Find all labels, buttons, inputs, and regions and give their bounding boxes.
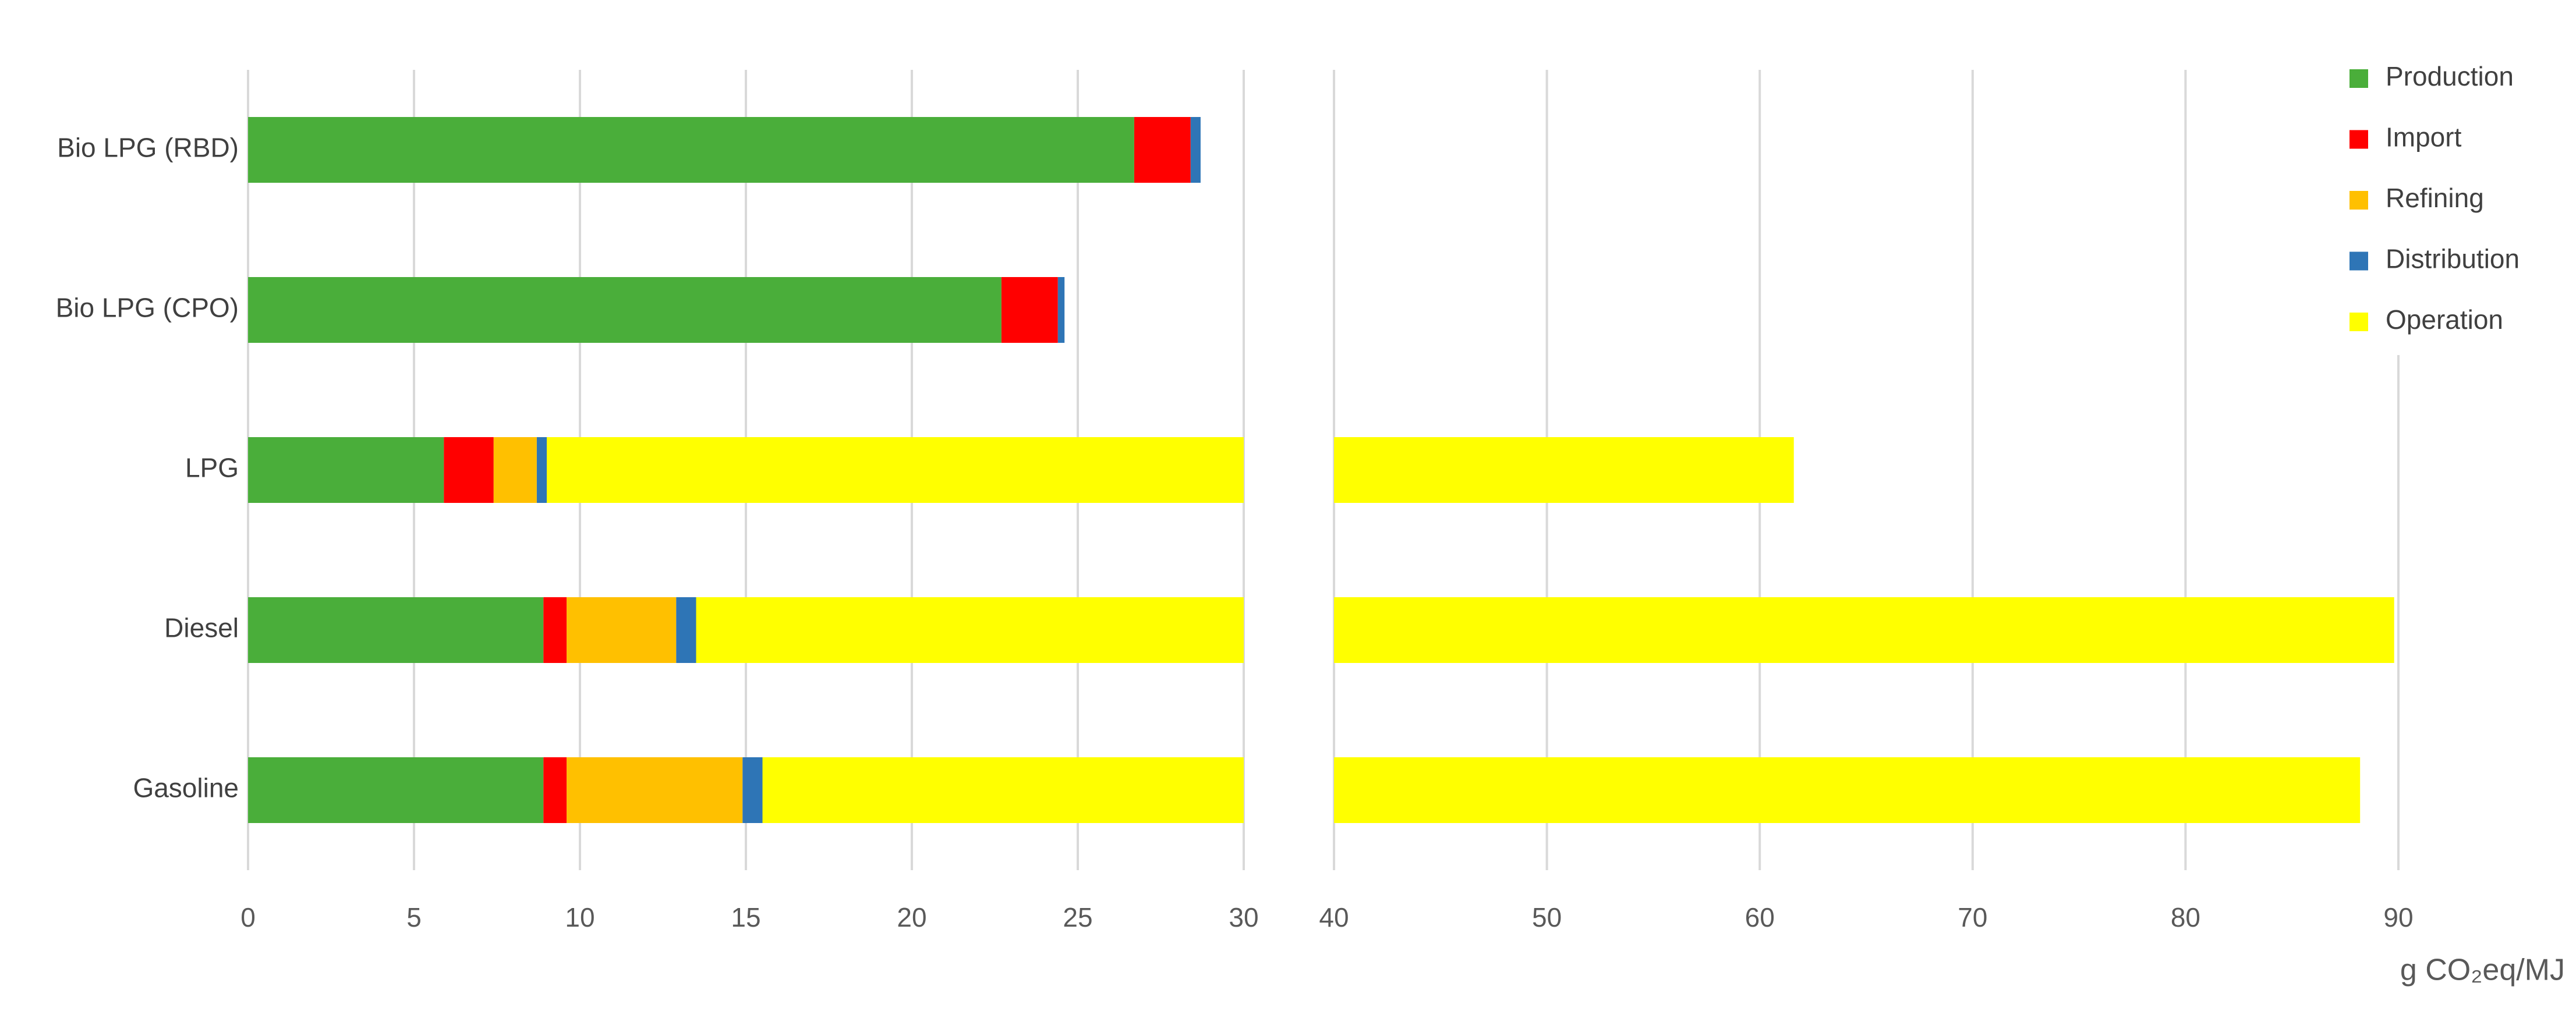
- bar-segment: [536, 437, 547, 503]
- bar-segment: [547, 437, 1794, 503]
- bar-segment: [762, 757, 2361, 823]
- legend-label: Refining: [2386, 183, 2484, 213]
- category-label: Diesel: [164, 613, 239, 643]
- legend-swatch: [2349, 191, 2368, 210]
- bar-segment: [248, 757, 544, 823]
- x-tick-label: 15: [731, 902, 760, 932]
- legend-swatch: [2349, 69, 2368, 88]
- bar-segment: [248, 277, 1002, 343]
- bars: Bio LPG (RBD) Bio LPG (CPO) LPG Diesel Gasol…: [56, 117, 2394, 823]
- category-label: Gasoline: [133, 773, 239, 803]
- x-tick-label: 90: [2383, 902, 2413, 932]
- bar-segment: [493, 437, 537, 503]
- bar-segment: [567, 597, 677, 663]
- bar-segment: [248, 437, 444, 503]
- legend-label: Import: [2386, 122, 2462, 153]
- x-tick-label: 0: [240, 902, 256, 932]
- legend-swatch: [2349, 251, 2368, 271]
- bar-segment: [676, 597, 696, 663]
- category-label: LPG: [185, 453, 239, 483]
- x-tick-label: 50: [1532, 902, 1562, 932]
- x-tick-label: 60: [1745, 902, 1775, 932]
- legend: Production Import Refining Distribution Oper…: [2341, 52, 2576, 355]
- x-tick-label: 25: [1063, 902, 1092, 932]
- bar-segment: [1134, 117, 1191, 183]
- bar-segment: [567, 757, 743, 823]
- bar-segment: [248, 597, 544, 663]
- bar-segment: [248, 117, 1134, 183]
- bar-segment: [444, 437, 494, 503]
- bar-segment: [543, 597, 567, 663]
- x-tick-label: 5: [406, 902, 422, 932]
- x-tick-label: 10: [565, 902, 595, 932]
- category-label: Bio LPG (CPO): [56, 293, 239, 323]
- category-label: Bio LPG (RBD): [57, 133, 239, 163]
- bar-segment: [1057, 277, 1065, 343]
- legend-label: Distribution: [2386, 244, 2520, 274]
- bar-segment: [742, 757, 763, 823]
- bar-segment: [1190, 117, 1201, 183]
- legend-swatch: [2349, 313, 2368, 331]
- bar-segment: [1001, 277, 1058, 343]
- x-tick-label: 80: [2171, 902, 2200, 932]
- bar-segment: [543, 757, 567, 823]
- bar-segment: [696, 597, 2394, 663]
- legend-label: Operation: [2386, 304, 2503, 335]
- x-tick-label: 70: [1958, 902, 1987, 932]
- legend-background: [2341, 52, 2576, 355]
- x-axis-label: g CO₂eq/MJ: [2400, 953, 2565, 987]
- x-tick-label: 20: [897, 902, 926, 932]
- x-tick-label: 40: [1319, 902, 1349, 932]
- x-tick-label: 30: [1229, 902, 1258, 932]
- legend-swatch: [2349, 130, 2368, 149]
- legend-label: Production: [2386, 61, 2514, 91]
